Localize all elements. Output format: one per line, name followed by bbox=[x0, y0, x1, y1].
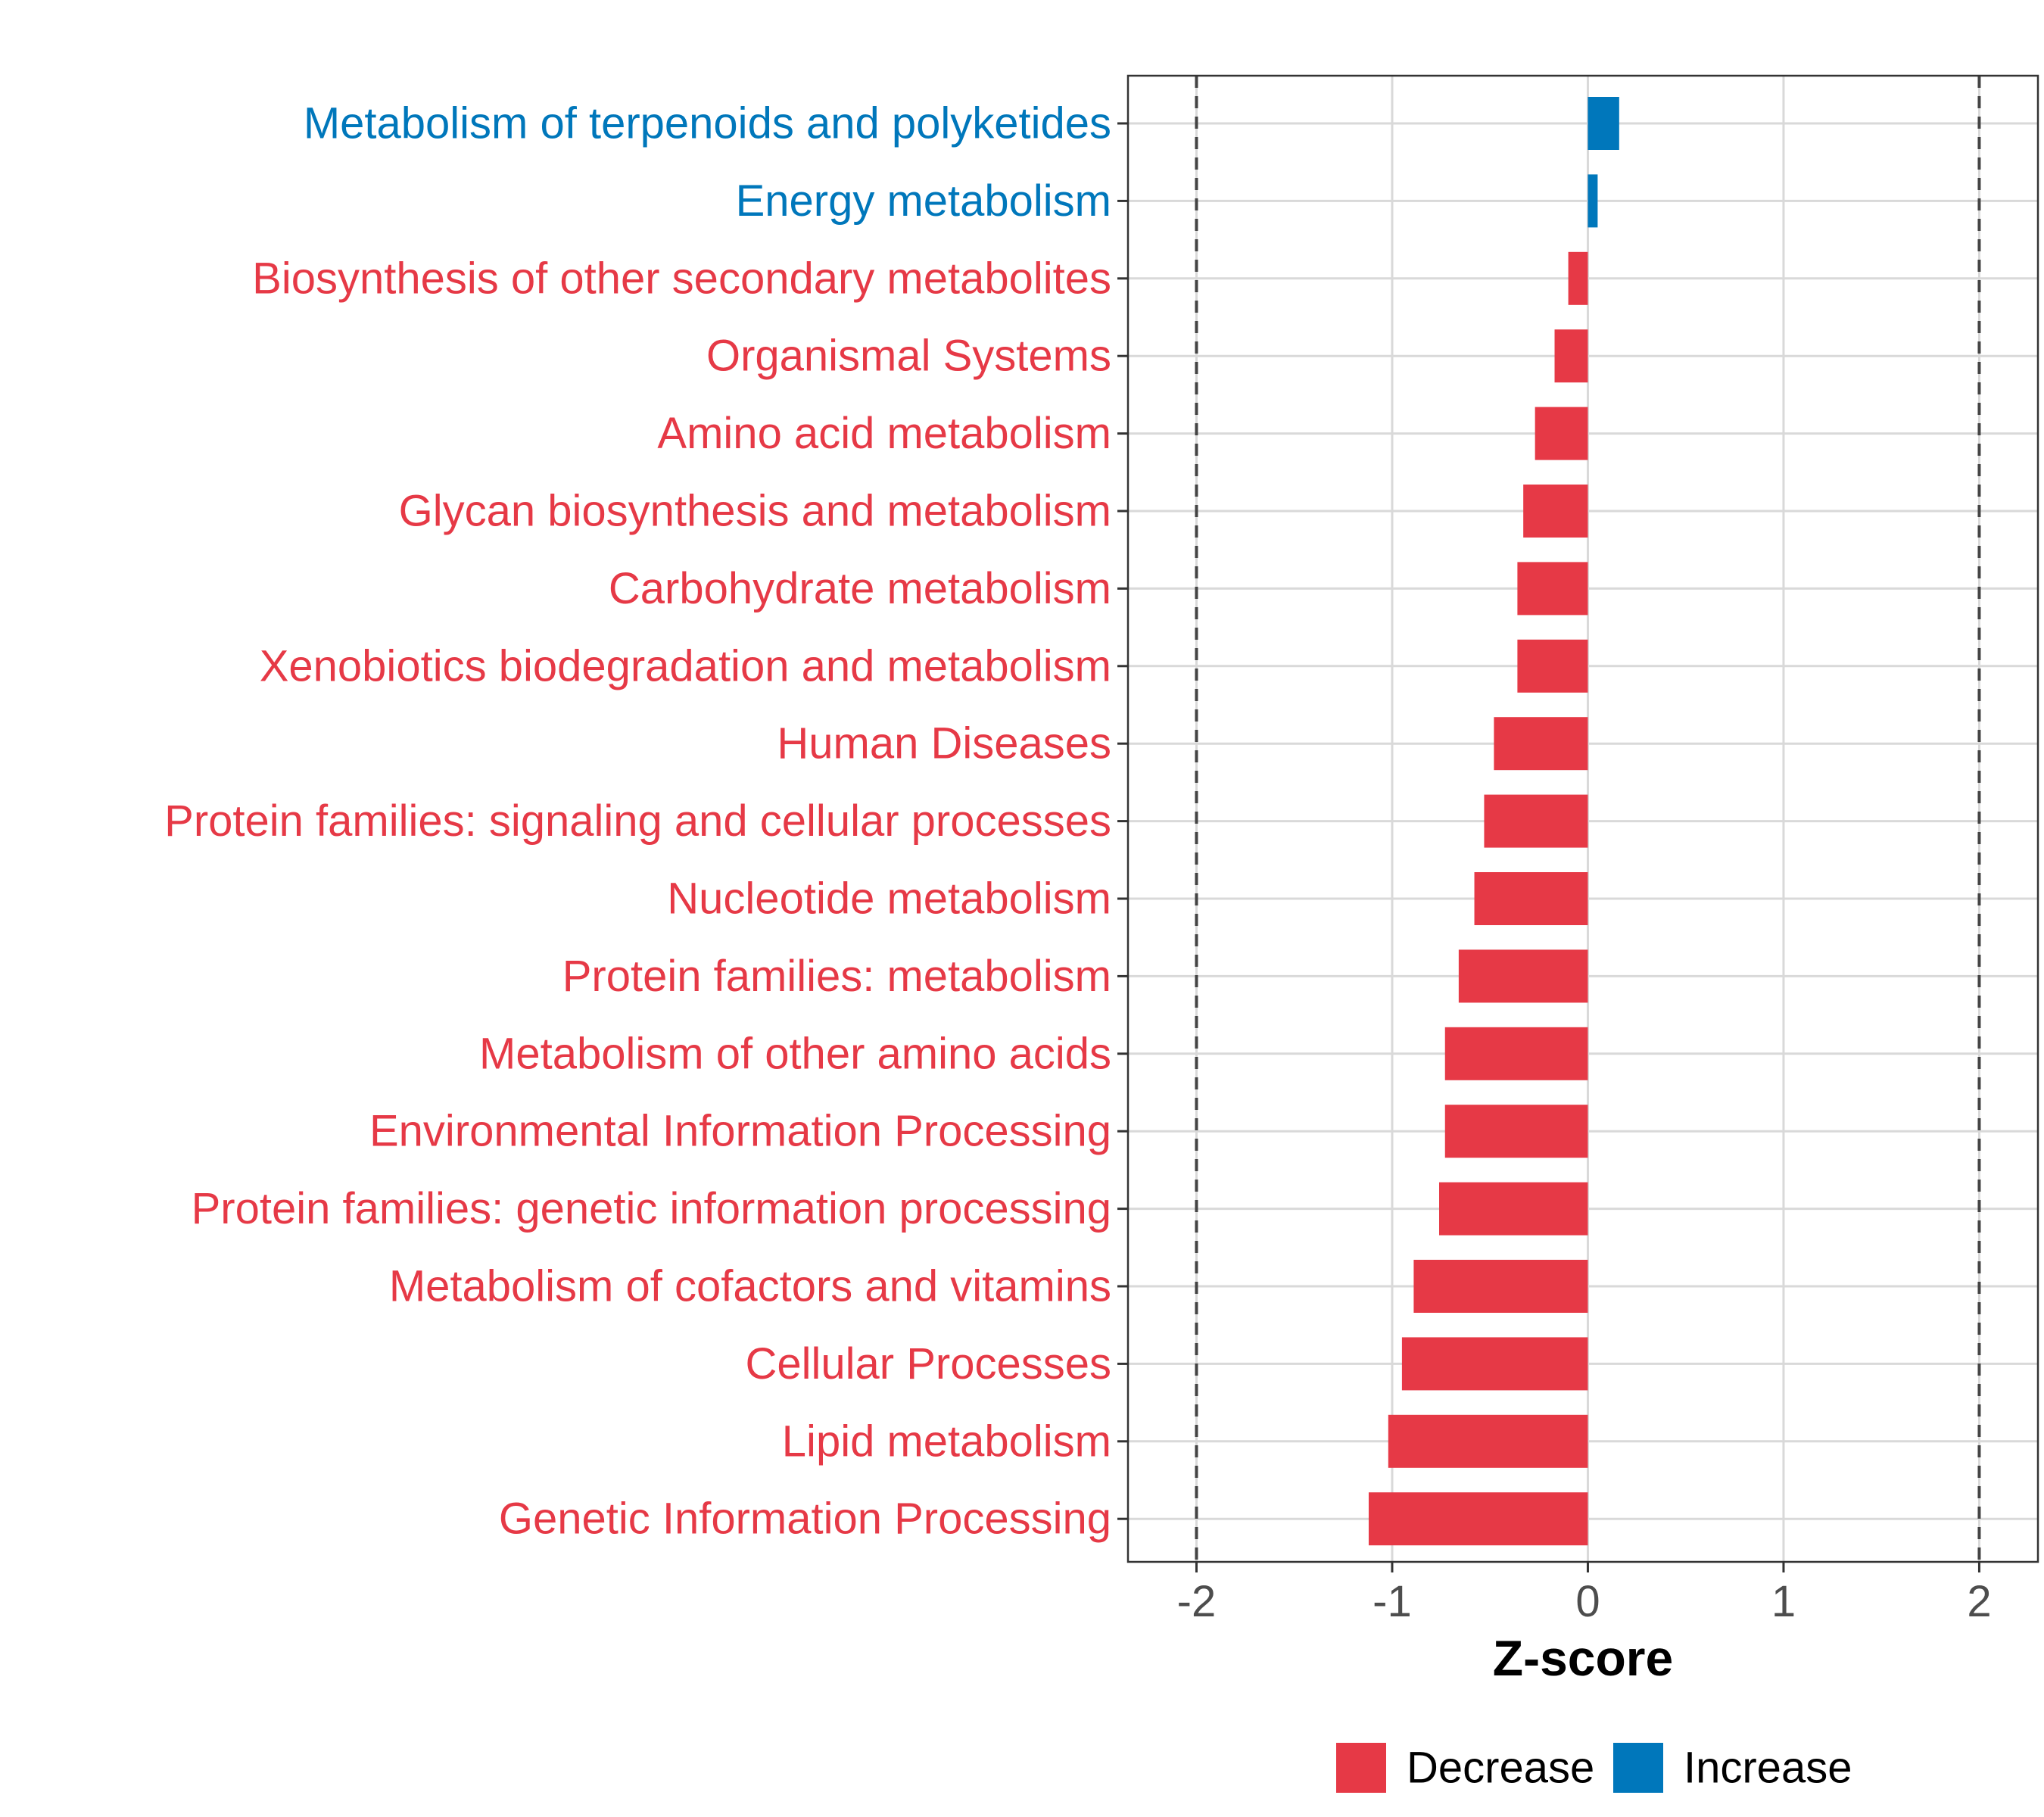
category-label-9: Protein families: signaling and cellular… bbox=[164, 796, 1111, 846]
bar-10 bbox=[1474, 872, 1588, 925]
x-tick-label-1: -1 bbox=[1373, 1577, 1412, 1626]
reference-lines bbox=[1195, 76, 1981, 1562]
x-tick-label-4: 2 bbox=[1967, 1577, 1991, 1626]
category-label-17: Lipid metabolism bbox=[782, 1417, 1111, 1466]
category-label-18: Genetic Information Processing bbox=[499, 1494, 1111, 1544]
bar-1 bbox=[1588, 174, 1598, 228]
category-label-5: Glycan biosynthesis and metabolism bbox=[399, 487, 1111, 536]
category-label-6: Carbohydrate metabolism bbox=[609, 564, 1111, 613]
category-label-4: Amino acid metabolism bbox=[657, 409, 1111, 458]
bar-6 bbox=[1517, 562, 1588, 616]
bar-13 bbox=[1444, 1105, 1588, 1158]
bar-4 bbox=[1535, 407, 1588, 460]
bar-8 bbox=[1494, 717, 1588, 771]
legend-swatch-increase bbox=[1613, 1743, 1663, 1793]
category-label-14: Protein families: genetic information pr… bbox=[192, 1184, 1111, 1233]
bar-17 bbox=[1388, 1414, 1588, 1468]
category-label-15: Metabolism of cofactors and vitamins bbox=[389, 1262, 1111, 1311]
category-label-8: Human Diseases bbox=[777, 719, 1111, 768]
x-tick-label-3: 1 bbox=[1771, 1577, 1796, 1626]
bar-7 bbox=[1517, 639, 1588, 693]
bar-14 bbox=[1439, 1182, 1588, 1236]
plot-panel-border bbox=[1126, 74, 2039, 1563]
category-label-7: Xenobiotics biodegradation and metabolis… bbox=[260, 641, 1111, 690]
bar-12 bbox=[1444, 1027, 1588, 1080]
bar-0 bbox=[1588, 97, 1619, 150]
legend-label-increase: Increase bbox=[1684, 1744, 1852, 1793]
x-tick-label-2: 0 bbox=[1575, 1577, 1600, 1626]
category-label-12: Metabolism of other amino acids bbox=[479, 1029, 1111, 1078]
x-axis-ticks: -2 -1 0 1 2 bbox=[1177, 1562, 1992, 1626]
bar-16 bbox=[1401, 1337, 1588, 1391]
x-tick-label-0: -2 bbox=[1177, 1577, 1217, 1626]
legend-label-decrease: Decrease bbox=[1407, 1744, 1594, 1793]
bar-3 bbox=[1554, 329, 1588, 383]
x-axis-title: Z-score bbox=[1493, 1630, 1673, 1686]
legend: Decrease Increase bbox=[1336, 1743, 1852, 1793]
category-label-1: Energy metabolism bbox=[736, 176, 1111, 226]
legend-swatch-decrease bbox=[1336, 1743, 1386, 1793]
bar-9 bbox=[1484, 794, 1588, 848]
category-label-16: Cellular Processes bbox=[745, 1339, 1111, 1388]
category-label-10: Nucleotide metabolism bbox=[667, 874, 1111, 924]
bar-18 bbox=[1368, 1492, 1588, 1546]
category-label-2: Biosynthesis of other secondary metaboli… bbox=[252, 254, 1111, 303]
category-label-13: Environmental Information Processing bbox=[369, 1107, 1111, 1156]
category-label-0: Metabolism of terpenoids and polyketides bbox=[304, 99, 1111, 148]
bar-11 bbox=[1458, 949, 1588, 1003]
category-label-3: Organismal Systems bbox=[706, 332, 1111, 381]
bar-2 bbox=[1568, 251, 1588, 305]
category-label-11: Protein families: metabolism bbox=[562, 952, 1111, 1001]
bars bbox=[1368, 97, 1619, 1546]
y-axis-ticks bbox=[1117, 122, 1128, 1520]
bar-5 bbox=[1523, 485, 1588, 538]
y-axis-category-labels: Metabolism of terpenoids and polyketides… bbox=[164, 99, 1111, 1544]
bar-15 bbox=[1413, 1260, 1588, 1313]
